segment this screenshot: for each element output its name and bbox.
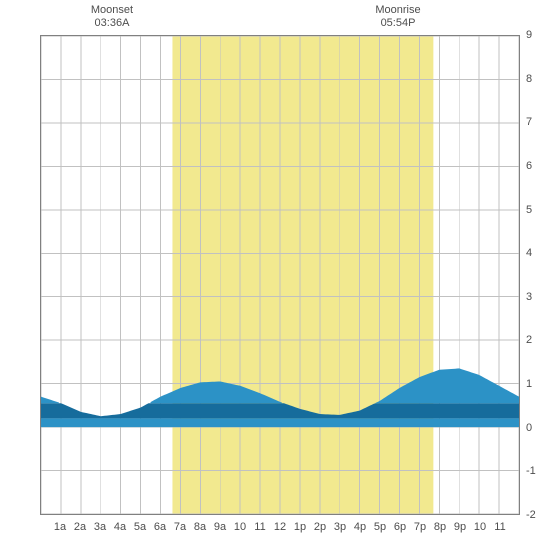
y-tick-label: 4 — [526, 247, 532, 259]
x-tick-label: 3p — [334, 521, 346, 533]
y-tick-label: 5 — [526, 204, 532, 216]
x-tick-label: 7a — [174, 521, 186, 533]
x-tick-label: 4p — [354, 521, 366, 533]
moonset-time: 03:36A — [91, 17, 133, 30]
x-tick-label: 3a — [94, 521, 106, 533]
x-tick-label: 10 — [234, 521, 246, 533]
y-tick-label: 0 — [526, 422, 532, 434]
x-tick-label: 1a — [54, 521, 66, 533]
x-tick-label: 2a — [74, 521, 86, 533]
y-tick-label: 7 — [526, 116, 532, 128]
moonset-title: Moonset — [91, 4, 133, 17]
y-tick-label: 9 — [526, 29, 532, 41]
x-tick-label: 12 — [274, 521, 286, 533]
x-tick-label: 8a — [194, 521, 206, 533]
y-tick-label: 8 — [526, 73, 532, 85]
x-tick-label: 9a — [214, 521, 226, 533]
x-tick-label: 8p — [434, 521, 446, 533]
x-tick-label: 1p — [294, 521, 306, 533]
y-tick-label: -2 — [526, 509, 536, 521]
y-tick-label: -1 — [526, 465, 536, 477]
x-tick-label: 5a — [134, 521, 146, 533]
tide-band-bottom — [41, 418, 519, 427]
y-tick-label: 1 — [526, 378, 532, 390]
y-tick-label: 3 — [526, 291, 532, 303]
x-tick-label: 4a — [114, 521, 126, 533]
x-tick-label: 2p — [314, 521, 326, 533]
x-tick-label: 6p — [394, 521, 406, 533]
y-tick-label: 6 — [526, 160, 532, 172]
y-tick-label: 2 — [526, 334, 532, 346]
x-tick-label: 6a — [154, 521, 166, 533]
tide-band-mid — [41, 403, 519, 418]
x-tick-label: 9p — [454, 521, 466, 533]
moonrise-label: Moonrise05:54P — [375, 4, 420, 30]
x-tick-label: 11 — [254, 521, 265, 533]
tide-chart-plot — [40, 35, 520, 515]
moonset-label: Moonset03:36A — [91, 4, 133, 30]
x-tick-label: 10 — [474, 521, 486, 533]
moonrise-time: 05:54P — [375, 17, 420, 30]
x-tick-label: 7p — [414, 521, 426, 533]
x-tick-label: 5p — [374, 521, 386, 533]
moonrise-title: Moonrise — [375, 4, 420, 17]
x-tick-label: 11 — [494, 521, 505, 533]
